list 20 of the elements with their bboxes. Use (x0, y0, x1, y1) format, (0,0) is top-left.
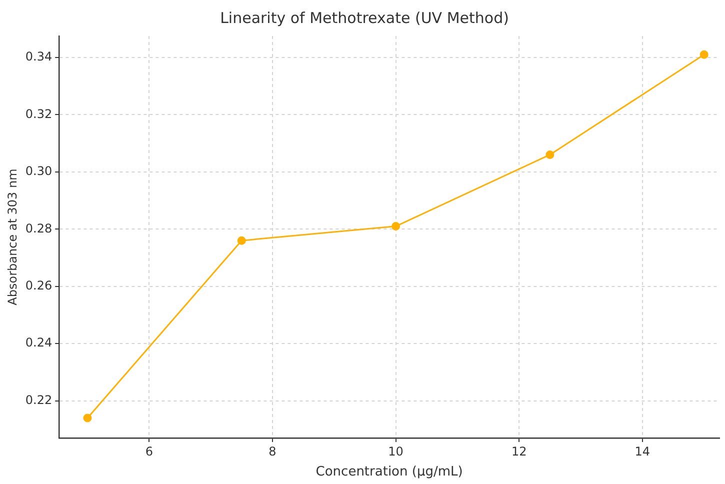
y-tick-label: 0.32 (25, 106, 52, 121)
point (700, 50, 708, 59)
y-tick-label: 0.24 (25, 336, 52, 350)
point (392, 222, 400, 231)
x-axis-title: Concentration (µg/mL) (316, 464, 463, 480)
x-tick-label: 14 (634, 444, 650, 458)
y-tick-label: 0.30 (25, 164, 52, 178)
point (237, 236, 246, 245)
point (83, 414, 92, 422)
y-tick-label: 0.22 (25, 392, 52, 407)
chart-title: Linearity of Methotrexate (UV Method) (220, 8, 509, 27)
x-tick-label: 10 (388, 444, 404, 458)
x-tick-label: 8 (268, 444, 276, 458)
y-tick-label: 0.26 (25, 278, 52, 292)
y-tick-label: 0.28 (25, 221, 52, 236)
y-tick-label: 0.34 (25, 50, 52, 64)
y-axis-title: Absorbance at 303 nm (5, 168, 20, 306)
x-tick-label: 6 (145, 444, 153, 458)
x-tick-label: 12 (511, 444, 527, 458)
point (546, 150, 554, 159)
